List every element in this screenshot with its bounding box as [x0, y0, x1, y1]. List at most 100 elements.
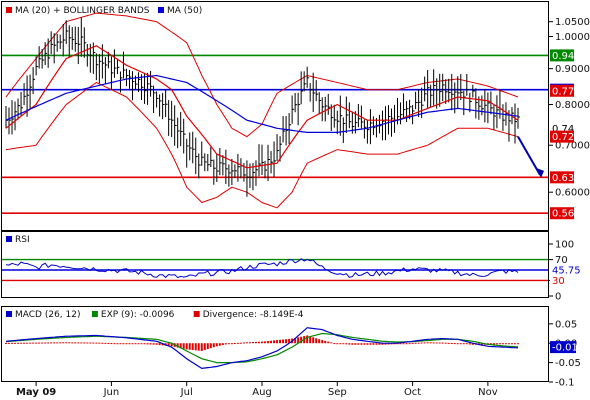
- legend-swatch: [91, 311, 98, 317]
- divergence-bar: [417, 342, 420, 344]
- divergence-bar: [285, 339, 288, 344]
- divergence-bar: [459, 343, 462, 345]
- divergence-bar: [351, 343, 354, 345]
- value-tag-label: 0.72: [552, 132, 574, 143]
- divergence-bar: [309, 336, 312, 344]
- divergence-bar: [342, 343, 345, 345]
- rsi-value-tag-label: 30: [552, 276, 565, 287]
- divergence-bar: [492, 343, 495, 345]
- rsi-y-tick-label: 100: [555, 240, 574, 251]
- divergence-bar: [233, 343, 236, 345]
- divergence-bar: [17, 342, 20, 344]
- divergence-bar: [387, 343, 390, 345]
- divergence-bar: [53, 342, 56, 344]
- legend-label: EXP (9): -0.0096: [101, 310, 175, 320]
- divergence-bar: [447, 342, 450, 344]
- divergence-bar: [510, 343, 513, 345]
- divergence-bar: [182, 343, 185, 349]
- divergence-bar: [5, 342, 7, 344]
- divergence-bar: [128, 343, 131, 345]
- ma50-line: [5, 74, 519, 133]
- legend-label: RSI: [15, 235, 30, 245]
- legend-swatch: [193, 311, 200, 317]
- divergence-bar: [372, 343, 375, 345]
- divergence-bar: [194, 343, 197, 351]
- divergence-bar: [444, 342, 447, 344]
- ma20-line: [5, 45, 519, 169]
- value-tag-label: 0.74: [552, 124, 574, 135]
- divergence-bar: [47, 342, 50, 344]
- divergence-bar: [297, 337, 300, 344]
- divergence-bar: [50, 342, 53, 344]
- divergence-bar: [456, 343, 459, 345]
- divergence-bar: [98, 342, 101, 344]
- macd-line: [5, 327, 519, 370]
- divergence-bar: [239, 342, 242, 344]
- divergence-bar: [411, 342, 414, 344]
- divergence-bar: [161, 343, 164, 346]
- divergence-bar: [74, 342, 77, 344]
- divergence-bar: [378, 343, 381, 345]
- divergence-bar: [95, 342, 98, 344]
- divergence-bar: [179, 343, 182, 349]
- divergence-bar: [453, 343, 456, 345]
- divergence-bar: [306, 335, 309, 344]
- divergence-bar: [236, 342, 239, 344]
- divergence-bar: [345, 343, 348, 345]
- divergence-bar: [80, 342, 83, 344]
- divergence-bar: [426, 342, 429, 344]
- divergence-bar: [113, 343, 116, 345]
- divergence-bar: [155, 343, 158, 345]
- divergence-bar: [435, 342, 438, 344]
- value-tag-label: 0.77: [552, 86, 574, 97]
- divergence-bar: [420, 342, 423, 344]
- divergence-bar: [257, 341, 260, 344]
- divergence-bar: [282, 339, 285, 344]
- divergence-bar: [315, 338, 318, 344]
- divergence-bar: [32, 342, 35, 344]
- legend-swatch: [6, 7, 12, 13]
- divergence-bar: [357, 343, 360, 345]
- divergence-bar: [149, 343, 152, 345]
- divergence-bar: [360, 343, 363, 345]
- divergence-bar: [110, 343, 113, 345]
- divergence-bar: [143, 343, 146, 345]
- legend-swatch: [6, 236, 12, 242]
- divergence-bar: [191, 343, 194, 351]
- divergence-bar: [414, 342, 417, 344]
- divergence-bar: [465, 343, 468, 345]
- divergence-bar: [8, 342, 11, 344]
- divergence-bar: [348, 343, 351, 345]
- divergence-bar: [215, 343, 218, 347]
- level-tag-label: 0.63: [552, 173, 574, 184]
- divergence-bar: [513, 343, 516, 345]
- divergence-bar: [134, 343, 137, 345]
- divergence-bar: [321, 340, 324, 344]
- x-tick-label: Oct: [404, 387, 421, 398]
- divergence-bar: [209, 343, 212, 349]
- divergence-bar: [224, 343, 227, 345]
- level-tag-label: 0.56: [552, 209, 574, 220]
- divergence-bar: [312, 337, 315, 344]
- level-tag-0.63: [550, 171, 574, 184]
- macd-y-tick-label: -0.05: [555, 358, 581, 369]
- divergence-bar: [390, 343, 393, 345]
- level-tag-0.94: [550, 49, 574, 62]
- divergence-bar: [384, 343, 387, 345]
- divergence-bar: [432, 342, 435, 344]
- x-axis: May 09 Jun Jul Aug Sep Oct Nov: [16, 382, 498, 398]
- divergence-bar: [158, 343, 161, 346]
- divergence-bar: [354, 343, 357, 345]
- macd-value-tag: [550, 341, 576, 354]
- divergence-bar: [375, 343, 378, 345]
- price-y-tick-label: 1.0000: [555, 32, 590, 43]
- divergence-bar: [122, 343, 125, 345]
- divergence-bar: [38, 342, 41, 344]
- divergence-bar: [65, 342, 68, 344]
- divergence-bar: [517, 343, 519, 345]
- divergence-bar: [56, 342, 59, 344]
- price-y-tick-label: 0.8000: [555, 100, 590, 111]
- divergence-bar: [498, 343, 501, 345]
- value-tag-0.72: [550, 130, 574, 143]
